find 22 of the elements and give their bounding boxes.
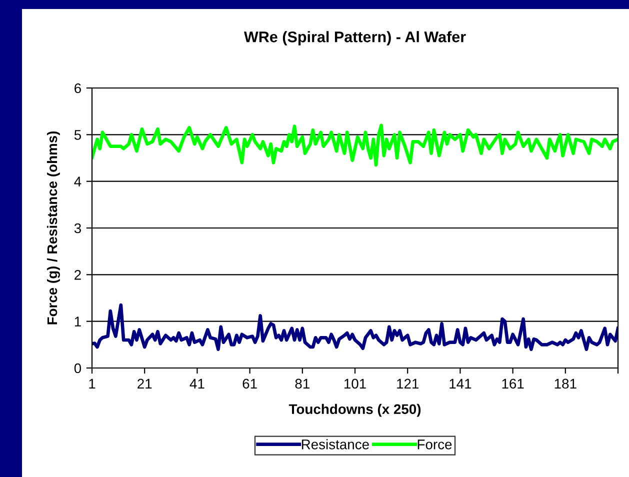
y-tick-label: 0 <box>74 363 82 374</box>
x-tick-label: 121 <box>397 378 419 388</box>
y-tick-label: 4 <box>74 176 82 186</box>
legend-label: Force <box>418 440 452 450</box>
x-tick-label: 101 <box>344 378 366 389</box>
y-tick-label: 3 <box>74 223 81 234</box>
x-tick-label: 141 <box>450 378 472 388</box>
chart-title: WRe (Spiral Pattern) - Al Wafer <box>244 31 466 46</box>
x-tick-label: 21 <box>138 378 152 388</box>
x-tick-label: 61 <box>242 378 257 389</box>
y-tick-label: 6 <box>74 83 81 94</box>
x-tick-label: 181 <box>554 378 576 389</box>
x-axis-title: Touchdowns (x 250) <box>288 404 421 417</box>
x-tick-label: 81 <box>295 378 310 389</box>
x-tick-label: 41 <box>190 378 204 388</box>
y-tick-label: 1 <box>74 316 81 326</box>
y-tick-label: 5 <box>74 130 81 140</box>
y-tick-label: 2 <box>74 270 81 280</box>
x-tick-label: 161 <box>502 378 524 389</box>
legend-label: Resistance <box>302 439 369 450</box>
y-axis-title: Force (g) / Resistance (ohms) <box>46 131 60 324</box>
x-tick-label: 1 <box>89 378 96 388</box>
